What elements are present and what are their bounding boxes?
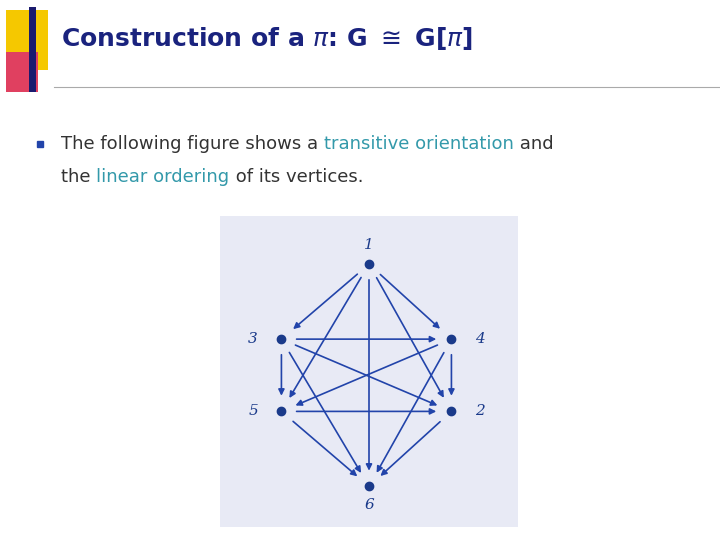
- Text: and: and: [514, 134, 554, 153]
- Text: 6: 6: [364, 498, 374, 512]
- Text: transitive orientation: transitive orientation: [324, 134, 514, 153]
- Text: Construction of a $\pi$: G $\cong$ G[$\pi$]: Construction of a $\pi$: G $\cong$ G[$\p…: [61, 25, 474, 52]
- Text: the: the: [61, 168, 96, 186]
- Text: of its vertices.: of its vertices.: [230, 168, 363, 186]
- Text: The following figure shows a: The following figure shows a: [61, 134, 324, 153]
- Text: 3: 3: [248, 332, 258, 346]
- Bar: [6, 10, 48, 70]
- Bar: [6, 51, 38, 92]
- Bar: [29, 7, 36, 92]
- Text: linear ordering: linear ordering: [96, 168, 230, 186]
- Text: 4: 4: [475, 332, 485, 346]
- Text: 2: 2: [475, 404, 485, 418]
- Text: 1: 1: [364, 239, 374, 252]
- Text: 5: 5: [248, 404, 258, 418]
